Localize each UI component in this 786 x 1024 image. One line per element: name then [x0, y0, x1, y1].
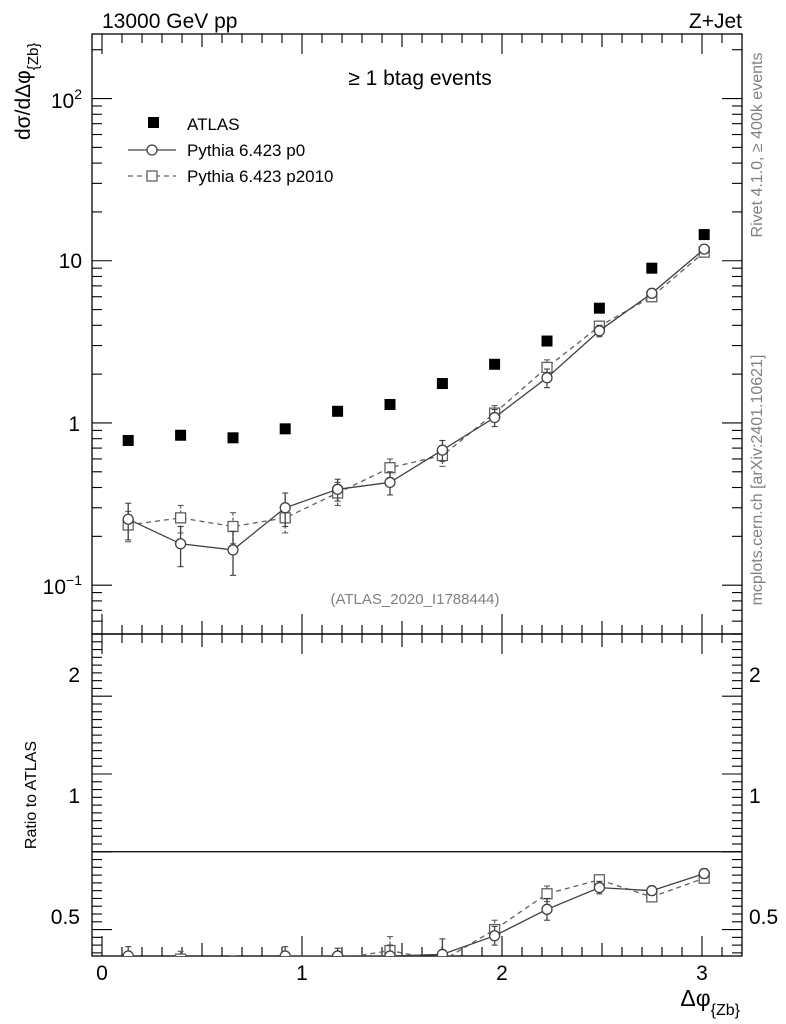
x-axis-label-main: Δφ: [680, 985, 710, 1011]
main-data-series: [122, 229, 710, 576]
ratio-p0-point: [279, 950, 291, 956]
main-atlas-point: [122, 434, 134, 446]
ratio-p0-point: [488, 930, 501, 942]
ratio-panel: 2 1 0.5 2 1 0.5 Ratio to ATLAS: [23, 633, 778, 981]
main-atlas-point: [698, 229, 710, 241]
ratio-p2010-point: [436, 955, 449, 956]
main-p0-point: [593, 325, 606, 337]
main-p0-point: [122, 513, 134, 525]
y-tick-label-100-exp: 2: [74, 86, 82, 102]
ratio-y-tick-label-0.5-right: 0.5: [749, 906, 778, 929]
ratio-y-tick-label-0.5: 0.5: [51, 906, 80, 929]
ratio-y-tick-label-1-right: 1: [749, 785, 761, 808]
main-y-axis-label: dσ/dΔφ{Zb}: [12, 43, 42, 140]
legend-p0-marker: [146, 144, 158, 156]
ratio-p2010-point: [174, 953, 187, 956]
main-p0-point: [646, 287, 658, 299]
ratio-p2010-line: [352, 877, 705, 956]
ratio-p0-point: [384, 950, 396, 956]
ratio-p0-point: [176, 970, 186, 980]
main-plot-title: ≥ 1 btag events: [348, 67, 491, 90]
ratio-p0-point: [593, 881, 606, 894]
main-p2010-point: [384, 462, 396, 474]
header-left-title: 13000 GeV pp: [102, 10, 237, 33]
ratio-p0-point: [228, 971, 238, 981]
main-p0-point: [541, 372, 553, 384]
legend-atlas-label: ATLAS: [187, 115, 240, 134]
main-p0-point: [279, 502, 291, 514]
ratio-axis-ticks: [92, 633, 742, 956]
x-tick-label: 1: [296, 962, 308, 985]
ratio-y-tick-labels-left: 2 1 0.5: [51, 664, 80, 929]
legend: ATLAS Pythia 6.423 p0 Pythia 6.423 p2010: [128, 115, 334, 186]
rivet-label: Rivet 4.1.0, ≥ 400k events: [749, 53, 766, 238]
ratio-plot-frame: [91, 633, 743, 957]
mcplots-label: mcplots.cern.ch [arXiv:2401.10621]: [749, 355, 766, 606]
main-p0-point: [227, 544, 239, 556]
main-p0-line: [127, 248, 705, 551]
ratio-p0-point: [436, 948, 449, 956]
main-atlas-point: [489, 358, 501, 370]
ratio-p2010-point: [122, 955, 134, 956]
main-y-axis-label-sub: {Zb}: [25, 43, 42, 71]
ratio-p2010-point: [228, 959, 238, 969]
main-y-axis-label-main: dσ/dΔφ: [12, 70, 35, 140]
main-p0-point: [488, 411, 501, 424]
ratio-y-tick-label-2: 2: [68, 664, 80, 687]
x-tick-label: 0: [96, 962, 108, 985]
main-atlas-point: [279, 423, 291, 435]
main-axis-ticks: [92, 34, 742, 635]
x-tick-labels: 0 1 2 3: [96, 962, 708, 985]
y-tick-label-0.1-exp: −1: [66, 572, 82, 588]
legend-p0-label: Pythia 6.423 p0: [187, 141, 305, 160]
ratio-y-tick-label-1: 1: [68, 785, 80, 808]
main-atlas-point: [175, 429, 187, 441]
x-axis-label: Δφ{Zb}: [680, 985, 740, 1019]
ratio-p2010-point: [280, 959, 290, 969]
y-tick-label-0.1-base: 10: [43, 576, 66, 599]
y-tick-label-100: 102: [51, 86, 82, 113]
legend-p2010-marker: [146, 170, 158, 182]
x-axis-label-sub: {Zb}: [711, 1002, 741, 1019]
ratio-p0-point: [541, 903, 553, 915]
main-atlas-point: [593, 302, 605, 314]
y-tick-label-10: 10: [59, 250, 82, 273]
main-atlas-point: [436, 378, 448, 390]
ratio-y-tick-labels-right: 2 1 0.5: [749, 664, 778, 929]
legend-p2010-label: Pythia 6.423 p2010: [187, 167, 334, 186]
y-tick-label-100-base: 10: [51, 90, 74, 113]
main-p0-point: [436, 444, 449, 456]
ratio-p0-point: [331, 950, 344, 956]
main-p2010-point: [227, 520, 239, 533]
main-p0-point: [331, 483, 344, 495]
ratio-y-tick-label-2-right: 2: [749, 664, 761, 687]
main-atlas-point: [646, 262, 658, 274]
y-tick-label-0.1: 10−1: [43, 572, 83, 599]
legend-atlas-marker: [148, 117, 159, 128]
main-atlas-point: [541, 335, 553, 347]
analysis-watermark: (ATLAS_2020_I1788444): [330, 591, 499, 608]
ratio-p0-point: [698, 867, 710, 880]
ratio-p0-point: [646, 885, 658, 897]
main-p0-point: [174, 538, 187, 550]
main-panel: 102 10 1 10−1 dσ/dΔφ{Zb} ≥ 1 btag events…: [12, 33, 743, 635]
main-atlas-point: [384, 398, 396, 410]
main-atlas-point: [227, 432, 239, 444]
ratio-data-series: [122, 867, 710, 981]
ratio-p0-line: [128, 872, 705, 956]
main-p2010-line: [128, 251, 705, 528]
main-p0-point: [698, 243, 710, 255]
header-right-title: Z+Jet: [689, 10, 742, 33]
y-tick-label-1: 1: [68, 413, 80, 436]
x-tick-label: 3: [696, 962, 708, 985]
main-atlas-point: [332, 405, 344, 417]
main-p0-point: [384, 476, 396, 489]
main-y-tick-labels: 102 10 1 10−1: [43, 86, 83, 599]
ratio-p0-point: [122, 950, 134, 956]
ratio-y-axis-label: Ratio to ATLAS: [23, 741, 40, 849]
ratio-p2010-point: [541, 888, 553, 900]
x-tick-label: 2: [496, 962, 508, 985]
main-p2010-point: [174, 512, 187, 524]
